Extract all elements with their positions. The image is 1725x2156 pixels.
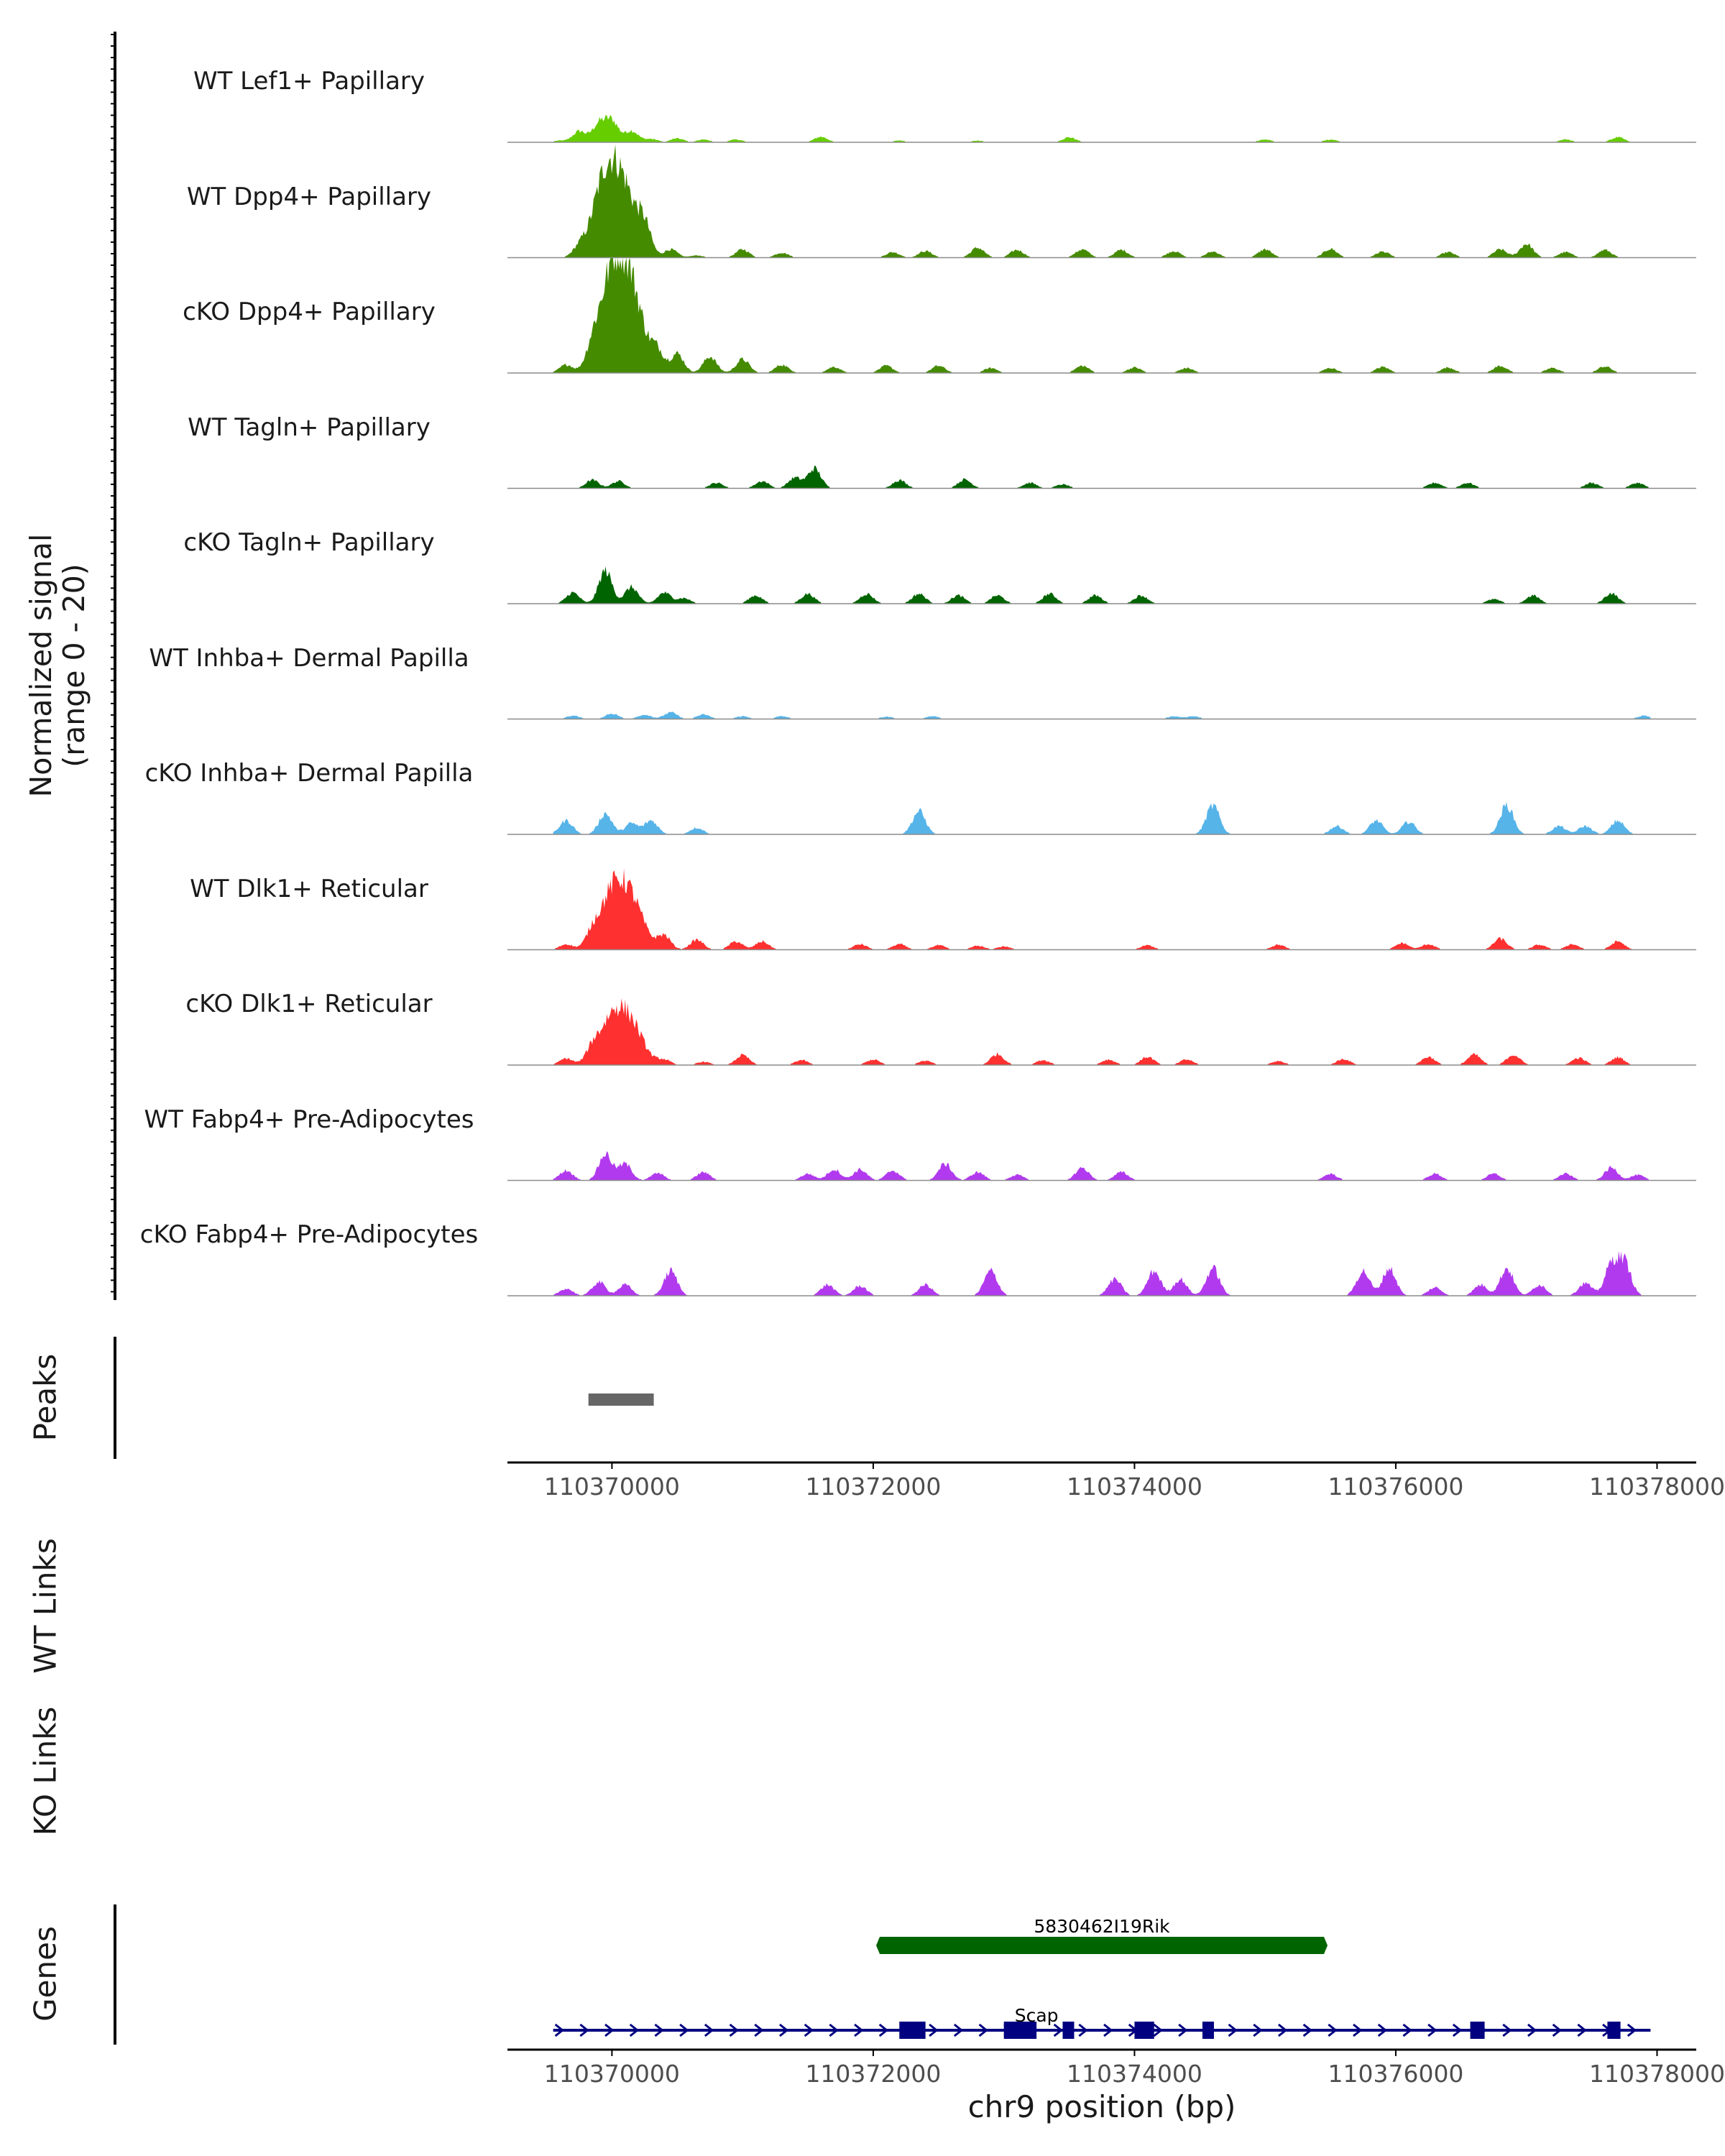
genes-x-tick-label: 110378000 [1588, 2060, 1725, 2088]
gene-strand-arrow [878, 2023, 889, 2037]
y-axis-title-line: (range 0 - 20) [57, 563, 91, 768]
coverage-area [553, 144, 1651, 258]
gene-strand-arrow [1153, 2023, 1163, 2037]
gene-strand-arrow [754, 2023, 764, 2037]
genes-x-tick-label: 110374000 [1066, 2060, 1202, 2088]
gene-strand-arrow [579, 2023, 589, 2037]
genes-x-tick-label: 110372000 [805, 2060, 942, 2088]
track-label: cKO Tagln+ Papillary [183, 528, 435, 557]
coverage-area [553, 115, 1651, 142]
gene-strand-arrow [554, 2023, 565, 2037]
track-label: WT Fabp4+ Pre-Adipocytes [144, 1105, 474, 1134]
gene-strand-arrow [1053, 2023, 1064, 2037]
y-axis-title-line: Normalized signal [24, 533, 58, 798]
genes-x-tick-label: 110370000 [543, 2060, 680, 2088]
gene-strand-arrow [1228, 2023, 1238, 2037]
y-axis-title: Normalized signal (range 0 - 20) [24, 522, 91, 809]
gene-strand-arrow [629, 2023, 640, 2037]
track-label: WT Tagln+ Papillary [188, 413, 431, 442]
gene-strand-arrow [854, 2023, 864, 2037]
track-label: cKO Dlk1+ Reticular [185, 990, 433, 1018]
coverage-area [553, 1250, 1651, 1296]
peaks-x-tick-label: 110376000 [1328, 1473, 1464, 1501]
genes-x-tick-label: 110376000 [1328, 2060, 1464, 2088]
coverage-area [553, 466, 1651, 489]
gene-strand-arrow [1577, 2023, 1587, 2037]
gene-exon [1470, 2022, 1485, 2039]
gene-exon [1607, 2022, 1621, 2039]
gene-exon [1003, 2022, 1037, 2039]
gene-name-label: Scap [1014, 2005, 1059, 2026]
coverage-area [553, 998, 1651, 1065]
gene-strand-arrow [953, 2023, 964, 2037]
gene-strand-arrow [1402, 2023, 1412, 2037]
x-axis-title: chr9 position (bp) [967, 2089, 1236, 2124]
track-label: cKO Dpp4+ Papillary [183, 298, 436, 326]
gene-strand-arrow [679, 2023, 689, 2037]
gene-strand-arrow [1627, 2023, 1637, 2037]
coverage-area [553, 711, 1651, 719]
coverage-area [553, 1151, 1651, 1181]
ko-links-label: KO Links [27, 1706, 63, 1836]
genes-track-label: Genes [27, 1926, 63, 2022]
coverage-area [553, 258, 1651, 373]
gene-name-label: 5830462I19Rik [1034, 1916, 1170, 1937]
gene-strand-arrow [1502, 2023, 1512, 2037]
gene-strand-arrow [1527, 2023, 1537, 2037]
peaks-track-label: Peaks [27, 1353, 63, 1442]
gene-strand-arrow [978, 2023, 988, 2037]
track-label: cKO Inhba+ Dermal Papilla [144, 759, 474, 788]
track-label: cKO Fabp4+ Pre-Adipocytes [139, 1220, 479, 1249]
gene-strand-arrow [1103, 2023, 1113, 2037]
gene-strand-arrow [829, 2023, 839, 2037]
gene-strand-arrow [1328, 2023, 1338, 2037]
coverage-area [553, 566, 1651, 604]
gene-strand-arrow [1253, 2023, 1263, 2037]
gene-strand-arrow [778, 2023, 789, 2037]
gene-strand-arrow [654, 2023, 664, 2037]
gene-strand-arrow [704, 2023, 714, 2037]
gene-strand-arrow [1377, 2023, 1388, 2037]
gene-strand-arrow [729, 2023, 739, 2037]
gene-exon [899, 2022, 926, 2039]
gene-strand-arrow [804, 2023, 814, 2037]
peaks-x-tick-label: 110372000 [805, 1473, 942, 1501]
gene-strand-arrow [1353, 2023, 1363, 2037]
gene-strand-arrow [876, 1937, 880, 1954]
gene-exon [1202, 2022, 1214, 2039]
gene-strand-arrow [1323, 1937, 1328, 1954]
peaks-x-tick-label: 110374000 [1066, 1473, 1202, 1501]
track-label: WT Lef1+ Papillary [193, 67, 426, 96]
peaks-x-tick-label: 110378000 [1588, 1473, 1725, 1501]
gene-strand-arrow [1427, 2023, 1438, 2037]
gene-strand-arrow [1302, 2023, 1313, 2037]
track-label: WT Dpp4+ Papillary [186, 182, 432, 211]
gene-exon [1134, 2022, 1154, 2039]
gene-strand-arrow [1277, 2023, 1288, 2037]
gene-strand-arrow [1178, 2023, 1188, 2037]
peak-interval [588, 1393, 654, 1406]
coverage-area [553, 868, 1651, 950]
gene-body [880, 1937, 1324, 1954]
gene-strand-arrow [929, 2023, 939, 2037]
track-label: WT Dlk1+ Reticular [190, 874, 428, 903]
track-label: WT Inhba+ Dermal Papilla [149, 643, 469, 673]
gene-strand-arrow [1552, 2023, 1563, 2037]
peaks-x-tick-label: 110370000 [543, 1473, 680, 1501]
gene-strand-arrow [604, 2023, 615, 2037]
gene-exon [1062, 2022, 1075, 2039]
gene-strand-arrow [1078, 2023, 1088, 2037]
coverage-area [553, 801, 1651, 834]
gene-strand-arrow [1452, 2023, 1463, 2037]
